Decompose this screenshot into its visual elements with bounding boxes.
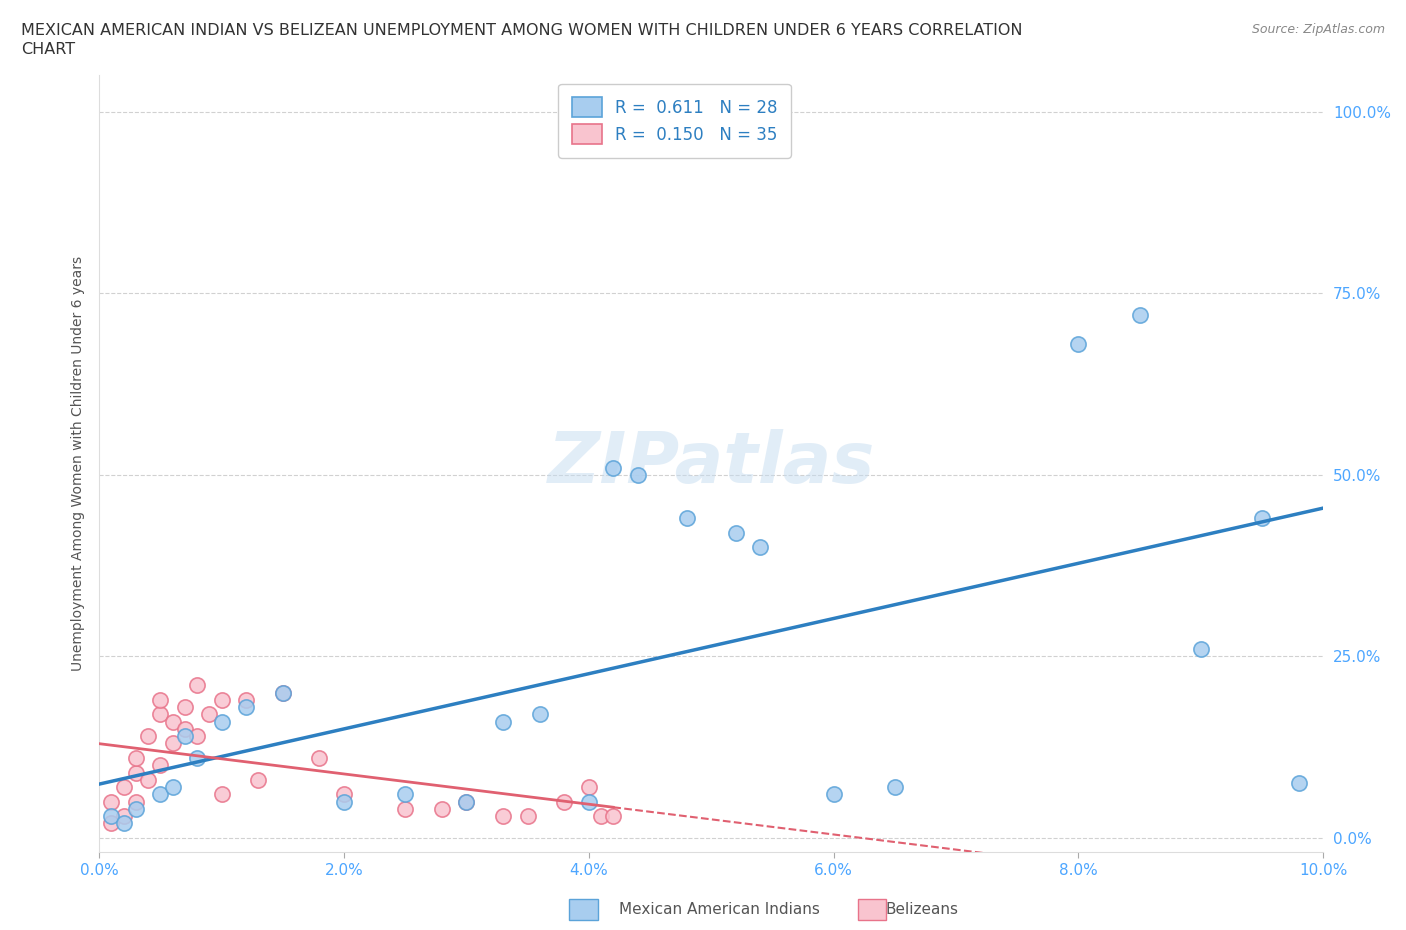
Point xyxy=(333,794,356,809)
Point xyxy=(675,511,697,525)
Point xyxy=(198,707,221,722)
Point xyxy=(162,779,184,794)
Point xyxy=(149,707,172,722)
Point xyxy=(149,787,172,802)
Point xyxy=(125,765,148,780)
Text: Source: ZipAtlas.com: Source: ZipAtlas.com xyxy=(1251,23,1385,36)
Point xyxy=(394,802,416,817)
Point xyxy=(1288,776,1310,790)
Point xyxy=(394,787,416,802)
Point xyxy=(186,729,208,744)
Point xyxy=(1129,308,1152,323)
Point xyxy=(173,722,195,737)
Point xyxy=(529,707,551,722)
Point xyxy=(492,714,515,729)
Point xyxy=(211,693,233,708)
Point xyxy=(492,809,515,824)
Point xyxy=(749,540,772,555)
Point xyxy=(149,693,172,708)
Point xyxy=(602,460,624,475)
Point xyxy=(247,772,270,787)
Point xyxy=(516,809,538,824)
Point xyxy=(162,736,184,751)
Text: Belizeans: Belizeans xyxy=(886,902,959,917)
Point xyxy=(578,779,600,794)
Point xyxy=(823,787,845,802)
Point xyxy=(308,751,330,765)
Point xyxy=(112,779,135,794)
Point xyxy=(186,751,208,765)
Point xyxy=(211,787,233,802)
Point xyxy=(1251,511,1274,525)
Point xyxy=(1067,337,1090,352)
Point xyxy=(602,809,624,824)
Point xyxy=(589,809,612,824)
Point xyxy=(235,699,257,714)
Point xyxy=(136,729,159,744)
Point xyxy=(271,685,294,700)
Point xyxy=(173,699,195,714)
Y-axis label: Unemployment Among Women with Children Under 6 years: Unemployment Among Women with Children U… xyxy=(72,257,86,671)
Text: MEXICAN AMERICAN INDIAN VS BELIZEAN UNEMPLOYMENT AMONG WOMEN WITH CHILDREN UNDER: MEXICAN AMERICAN INDIAN VS BELIZEAN UNEM… xyxy=(21,23,1022,38)
Text: Mexican American Indians: Mexican American Indians xyxy=(619,902,820,917)
Point xyxy=(125,802,148,817)
Text: ZIPatlas: ZIPatlas xyxy=(547,430,875,498)
Point xyxy=(125,751,148,765)
Point xyxy=(553,794,575,809)
Point xyxy=(136,772,159,787)
Point xyxy=(211,714,233,729)
Point xyxy=(100,809,122,824)
Point xyxy=(456,794,478,809)
Point xyxy=(1189,642,1212,657)
Point xyxy=(430,802,453,817)
Point xyxy=(149,758,172,773)
Point xyxy=(578,794,600,809)
Point xyxy=(173,729,195,744)
Point xyxy=(627,468,650,483)
Point xyxy=(100,816,122,830)
Point xyxy=(333,787,356,802)
Point xyxy=(162,714,184,729)
Point xyxy=(456,794,478,809)
Point xyxy=(100,794,122,809)
Point xyxy=(112,816,135,830)
Point xyxy=(883,779,905,794)
Point xyxy=(235,693,257,708)
Point xyxy=(112,809,135,824)
Point xyxy=(125,794,148,809)
Point xyxy=(724,525,747,540)
Point xyxy=(271,685,294,700)
Point xyxy=(186,678,208,693)
Text: CHART: CHART xyxy=(21,42,75,57)
Legend: R =  0.611   N = 28, R =  0.150   N = 35: R = 0.611 N = 28, R = 0.150 N = 35 xyxy=(558,84,790,158)
